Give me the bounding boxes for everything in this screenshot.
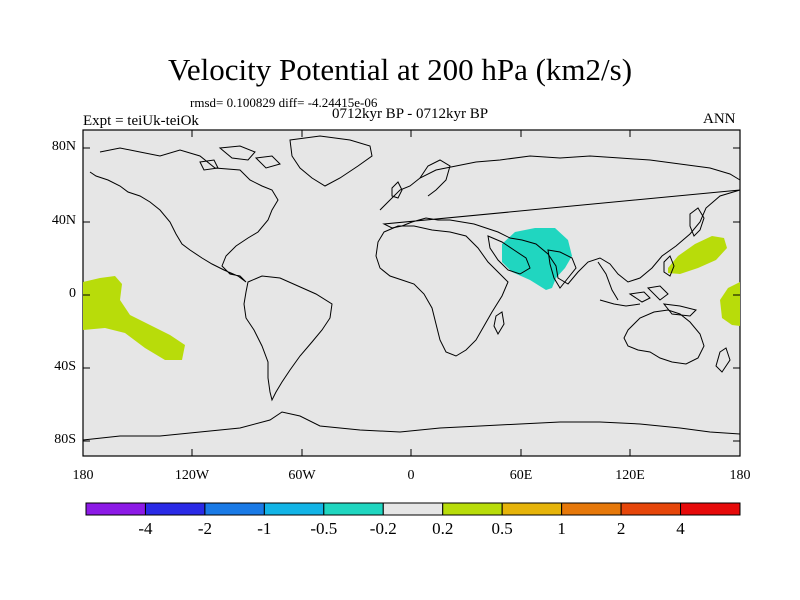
- colorbar-box: [263, 502, 325, 516]
- stats-line: rmsd= 0.100829 diff= -4.24415e-06: [190, 95, 378, 110]
- coast-greenland: [289, 135, 373, 187]
- coastlines: [82, 135, 741, 441]
- lat-label-40n: 40N: [51, 213, 76, 228]
- positive-anomaly-west-pacific: [668, 236, 727, 274]
- positive-anomaly-pacific-east: [720, 282, 740, 326]
- colorbar-box: [382, 502, 444, 516]
- lon-label-120w: 120W: [174, 468, 210, 483]
- period-label: 0712kyr BP - 0712kyr BP: [331, 106, 489, 122]
- map-title: Velocity Potential at 200 hPa (km2/s): [167, 52, 633, 87]
- coast-scandinavia: [419, 159, 451, 197]
- map-panel: [82, 129, 741, 457]
- coast-philippines: [663, 255, 675, 277]
- coast-madagascar: [493, 311, 505, 336]
- colorbar-box: [144, 502, 206, 516]
- experiment-label: Expt = teiUk-teiOk: [83, 113, 199, 129]
- coast-india: [547, 249, 577, 289]
- colorbar-label: -2: [197, 519, 212, 538]
- coast-arctic-islands: [199, 145, 281, 171]
- colorbar-label: 0.5: [491, 519, 513, 538]
- colorbar-label: -0.5: [310, 519, 338, 538]
- colorbar-label: -0.2: [369, 519, 397, 538]
- lat-label-0: 0: [69, 286, 76, 301]
- colorbar-label: 4: [676, 519, 685, 538]
- season-label: ANN: [703, 111, 736, 127]
- colorbar-box: [323, 502, 384, 516]
- colorbar-label: 0.2: [432, 519, 454, 538]
- lon-label-120e: 120E: [615, 468, 645, 483]
- lon-label-180w: 180: [72, 468, 94, 483]
- negative-anomaly-arabian-sea: [502, 228, 572, 290]
- colorbar-label: 1: [557, 519, 566, 538]
- colorbar-box: [680, 502, 741, 516]
- lon-label-180e: 180: [729, 468, 751, 483]
- lon-label-60e: 60E: [509, 468, 533, 483]
- colorbar-box: [85, 502, 146, 516]
- axis-ticks: [83, 130, 740, 456]
- positive-anomaly-pacific-west: [83, 276, 185, 360]
- colorbar-box: [204, 502, 265, 516]
- coast-south-america: [243, 275, 333, 402]
- lat-label-80s: 80S: [54, 432, 76, 447]
- coast-eurasia: [379, 155, 741, 285]
- coast-north-america: [89, 147, 279, 283]
- colorbar-box: [501, 502, 563, 516]
- colorbar-box: [561, 502, 622, 516]
- lon-label-60w: 60W: [288, 468, 316, 483]
- lat-label-80n: 80N: [51, 139, 76, 154]
- colorbar-box: [442, 502, 503, 516]
- colorbar-label: -4: [138, 519, 153, 538]
- colorbar-label: -1: [257, 519, 272, 538]
- colorbar-label: 2: [616, 519, 626, 538]
- lon-label-0: 0: [407, 468, 415, 483]
- colorbar-box: [620, 502, 682, 516]
- colorbar: [85, 502, 741, 516]
- coast-southeast-asia: [597, 261, 697, 317]
- coast-new-zealand: [715, 347, 731, 373]
- coast-antarctica: [82, 411, 741, 441]
- coast-africa: [375, 225, 509, 357]
- coast-japan: [689, 207, 705, 237]
- coast-arabia: [487, 235, 531, 275]
- coast-british-isles: [391, 181, 403, 199]
- lat-label-40s: 40S: [54, 359, 76, 374]
- coast-australia: [623, 309, 705, 365]
